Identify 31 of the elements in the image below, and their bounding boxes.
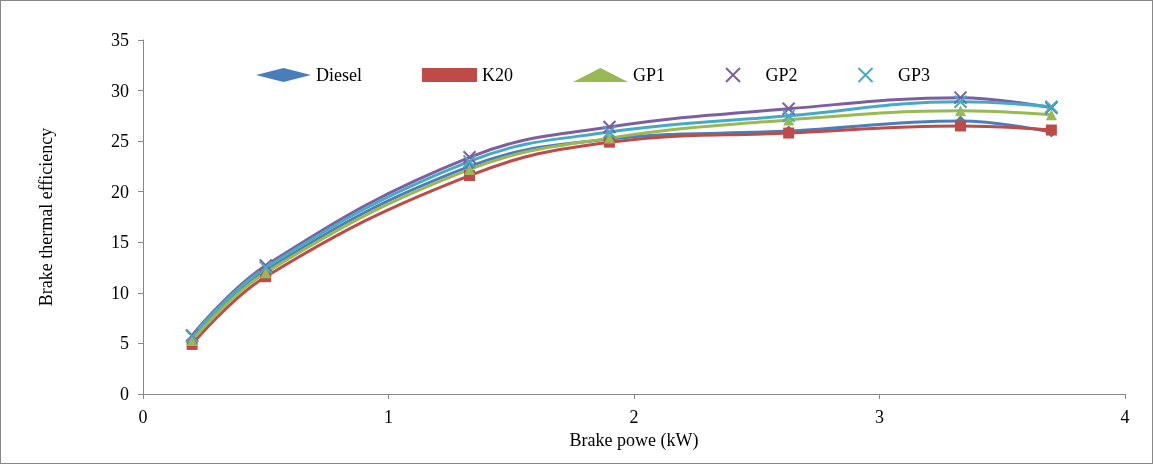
x-axis-title: Brake powe (kW)	[569, 429, 699, 451]
x-tick-label: 0	[138, 407, 148, 427]
x-tick-label: 1	[384, 407, 393, 427]
point	[602, 125, 617, 140]
y-tick-label: 35	[111, 30, 129, 50]
point	[602, 119, 617, 134]
legend-label: GP3	[898, 65, 931, 85]
legend-label: Diesel	[316, 65, 362, 85]
point	[955, 105, 967, 117]
point	[1045, 109, 1057, 121]
x-tick-label: 2	[629, 407, 639, 427]
y-tick-label: 5	[120, 333, 129, 354]
x-tick-label: 4	[1120, 407, 1130, 427]
point	[781, 108, 796, 123]
point	[781, 101, 796, 116]
legend-label: GP2	[765, 65, 798, 85]
y-tick-label: 25	[111, 131, 129, 152]
point	[462, 150, 477, 165]
y-axis-title: Brake thermal efficiency	[36, 127, 56, 307]
point	[955, 120, 967, 132]
point	[462, 154, 477, 169]
legend-label: K20	[481, 65, 513, 85]
y-tick-label: 0	[120, 384, 129, 404]
y-tick-label: 30	[111, 80, 129, 101]
point	[953, 94, 968, 109]
legend-label: GP1	[632, 65, 665, 85]
y-tick-label: 10	[111, 282, 129, 303]
y-tick-label: 20	[111, 181, 129, 202]
point	[953, 90, 968, 105]
y-tick-label: 15	[111, 232, 129, 253]
x-tick-label: 3	[875, 407, 884, 427]
